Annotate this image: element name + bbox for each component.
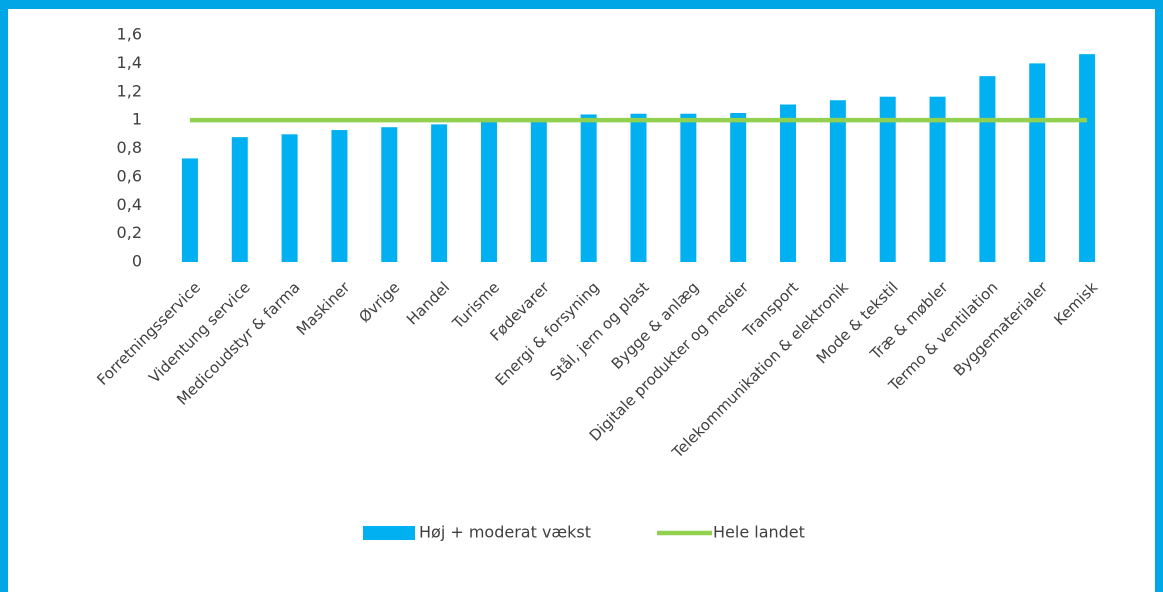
bar [780, 104, 797, 262]
bar [530, 120, 547, 262]
y-tick-label: 0,2 [117, 223, 142, 242]
bar [630, 113, 647, 262]
y-tick-label: 1,2 [117, 81, 142, 100]
bar [680, 113, 697, 262]
bar [480, 121, 497, 262]
bar [431, 124, 448, 262]
legend-label: Høj + moderat vækst [419, 523, 591, 542]
bar [879, 96, 896, 262]
chart-background [8, 9, 1155, 592]
legend-label: Hele landet [713, 523, 805, 542]
bar [1079, 54, 1096, 263]
legend-swatch [363, 526, 415, 540]
y-tick-label: 0,4 [117, 195, 142, 214]
bar [929, 96, 946, 262]
bar [829, 100, 846, 262]
y-tick-label: 1,6 [117, 25, 142, 44]
y-tick-label: 0,8 [117, 138, 142, 157]
y-tick-label: 1 [132, 110, 142, 129]
bar [181, 158, 198, 262]
bar [730, 113, 747, 262]
bar [231, 137, 248, 262]
bar [381, 127, 398, 262]
y-tick-label: 0 [132, 252, 142, 271]
bar [281, 134, 298, 262]
y-tick-label: 1,4 [117, 53, 142, 72]
bar [979, 76, 996, 262]
bar [580, 114, 597, 262]
bar [331, 130, 348, 262]
bar [1029, 63, 1046, 262]
y-tick-label: 0,6 [117, 166, 142, 185]
